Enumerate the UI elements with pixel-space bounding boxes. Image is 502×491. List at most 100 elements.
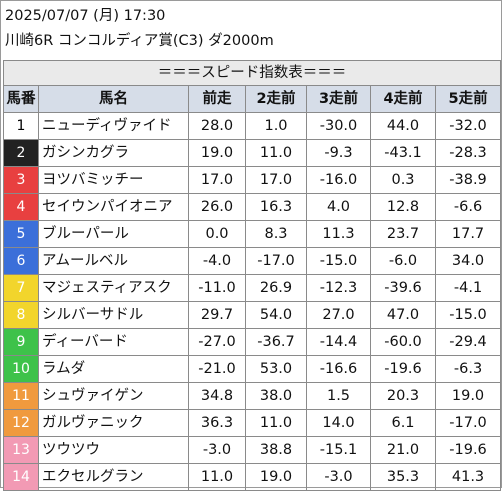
table-title: ＝＝＝スピード指数表＝＝＝ xyxy=(2,60,502,86)
speed-index-cell: 38.8 xyxy=(245,436,307,464)
speed-index-cell: 11.0 xyxy=(245,139,307,167)
table-row: 9 ディーバード -27.0 -36.7 -14.4 -60.0 -29.4 xyxy=(3,328,502,356)
horse-name-cell: アムールベル xyxy=(38,247,189,275)
col-header-3-races-ago: 3走前 xyxy=(306,85,371,113)
horse-name-cell: ツウツウ xyxy=(38,436,189,464)
horse-number-cell: 7 xyxy=(3,274,39,302)
speed-index-cell: 29.7 xyxy=(188,301,246,329)
speed-index-cell: 20.3 xyxy=(370,382,436,410)
horse-number-cell: 8 xyxy=(3,301,39,329)
table-row: 13 ツウツウ -3.0 38.8 -15.1 21.0 -19.6 xyxy=(3,436,502,464)
speed-index-cell: -36.7 xyxy=(245,328,307,356)
table-row: 11 シュヴァイゲン 34.8 38.0 1.5 20.3 19.0 xyxy=(3,382,502,410)
speed-index-cell: -32.0 xyxy=(434,112,502,140)
speed-index-cell: 27.0 xyxy=(306,301,371,329)
horse-name-cell: セイウンパイオニア xyxy=(38,193,189,221)
horse-number-cell: 11 xyxy=(3,382,39,410)
horse-name-cell: ガルヴァニック xyxy=(38,409,189,437)
speed-index-cell: 44.0 xyxy=(370,112,436,140)
col-header-4-races-ago: 4走前 xyxy=(370,85,436,113)
horse-name-cell: ニューディヴァイド xyxy=(38,112,189,140)
table-row: 2 ガシンカグラ 19.0 11.0 -9.3 -43.1 -28.3 xyxy=(3,139,502,167)
speed-index-cell: -38.9 xyxy=(434,166,502,194)
horse-number-cell: 6 xyxy=(3,247,39,275)
speed-index-cell: 38.0 xyxy=(245,382,307,410)
speed-index-cell: -6.3 xyxy=(434,355,502,383)
horse-number-cell: 1 xyxy=(3,112,39,140)
speed-index-cell: 14.0 xyxy=(306,409,371,437)
speed-index-cell: -6.6 xyxy=(434,193,502,221)
horse-number-cell: 3 xyxy=(3,166,39,194)
speed-index-cell: -6.0 xyxy=(370,247,436,275)
speed-index-cell: 26.9 xyxy=(245,274,307,302)
speed-index-cell: -4.1 xyxy=(434,274,502,302)
horse-name-cell: エクセルグラン xyxy=(38,463,189,491)
speed-index-cell: 0.0 xyxy=(188,220,246,248)
speed-index-cell: -15.0 xyxy=(434,301,502,329)
speed-index-cell: 17.0 xyxy=(245,166,307,194)
speed-index-table: ＝＝＝スピード指数表＝＝＝ 馬番 馬名 前走 2走前 3走前 4走前 5走前 1… xyxy=(2,60,502,491)
horse-number-cell: 10 xyxy=(3,355,39,383)
speed-index-cell: 11.0 xyxy=(245,409,307,437)
speed-index-cell: 53.0 xyxy=(245,355,307,383)
col-header-last-race: 前走 xyxy=(188,85,246,113)
speed-index-cell: 19.0 xyxy=(188,139,246,167)
speed-index-cell: -3.0 xyxy=(188,436,246,464)
speed-index-cell: 17.0 xyxy=(188,166,246,194)
col-header-5-races-ago: 5走前 xyxy=(434,85,502,113)
horse-name-cell: ヨツバミッチー xyxy=(38,166,189,194)
speed-index-cell: 34.0 xyxy=(434,247,502,275)
horse-number-cell: 4 xyxy=(3,193,39,221)
horse-name-cell: ディーバード xyxy=(38,328,189,356)
speed-index-cell: 35.3 xyxy=(370,463,436,491)
horse-name-cell: シルバーサドル xyxy=(38,301,189,329)
horse-name-cell: ブルーパール xyxy=(38,220,189,248)
speed-index-cell: 4.0 xyxy=(306,193,371,221)
horse-number-cell: 12 xyxy=(3,409,39,437)
speed-index-cell: -19.6 xyxy=(434,436,502,464)
horse-number-cell: 9 xyxy=(3,328,39,356)
speed-index-cell: 17.7 xyxy=(434,220,502,248)
speed-index-cell: -28.3 xyxy=(434,139,502,167)
speed-index-cell: -12.3 xyxy=(306,274,371,302)
speed-index-cell: -43.1 xyxy=(370,139,436,167)
horse-name-cell: マジェスティアスク xyxy=(38,274,189,302)
speed-index-cell: -29.4 xyxy=(434,328,502,356)
speed-index-cell: 16.3 xyxy=(245,193,307,221)
speed-index-cell: 11.0 xyxy=(188,463,246,491)
speed-index-cell: 0.3 xyxy=(370,166,436,194)
speed-index-cell: -30.0 xyxy=(306,112,371,140)
race-datetime: 2025/07/07 (月) 17:30 xyxy=(5,8,166,24)
horse-name-cell: ラムダ xyxy=(38,355,189,383)
table-row: 6 アムールベル -4.0 -17.0 -15.0 -6.0 34.0 xyxy=(3,247,502,275)
speed-index-cell: 34.8 xyxy=(188,382,246,410)
speed-index-cell: -9.3 xyxy=(306,139,371,167)
horse-name-cell: シュヴァイゲン xyxy=(38,382,189,410)
horse-number-cell: 5 xyxy=(3,220,39,248)
col-header-2-races-ago: 2走前 xyxy=(245,85,307,113)
table-row: 8 シルバーサドル 29.7 54.0 27.0 47.0 -15.0 xyxy=(3,301,502,329)
table-row: 7 マジェスティアスク -11.0 26.9 -12.3 -39.6 -4.1 xyxy=(3,274,502,302)
table-row: 1 ニューディヴァイド 28.0 1.0 -30.0 44.0 -32.0 xyxy=(3,112,502,140)
speed-index-cell: -3.0 xyxy=(306,463,371,491)
speed-index-cell: -15.0 xyxy=(306,247,371,275)
speed-index-cell: -17.0 xyxy=(245,247,307,275)
speed-index-cell: 47.0 xyxy=(370,301,436,329)
table-row: 10 ラムダ -21.0 53.0 -16.6 -19.6 -6.3 xyxy=(3,355,502,383)
horse-name-cell: ガシンカグラ xyxy=(38,139,189,167)
speed-index-cell: 21.0 xyxy=(370,436,436,464)
table-row: 5 ブルーパール 0.0 8.3 11.3 23.7 17.7 xyxy=(3,220,502,248)
table-row: 14 エクセルグラン 11.0 19.0 -3.0 35.3 41.3 xyxy=(3,463,502,491)
speed-index-cell: -14.4 xyxy=(306,328,371,356)
race-title: 川崎6R コンコルディア賞(C3) ダ2000m xyxy=(5,33,274,49)
column-header-row: 馬番 馬名 前走 2走前 3走前 4走前 5走前 xyxy=(3,85,502,113)
table-row: 12 ガルヴァニック 36.3 11.0 14.0 6.1 -17.0 xyxy=(3,409,502,437)
speed-index-cell: 41.3 xyxy=(434,463,502,491)
speed-index-cell: -21.0 xyxy=(188,355,246,383)
col-header-number: 馬番 xyxy=(3,85,39,113)
speed-index-cell: 23.7 xyxy=(370,220,436,248)
speed-index-cell: -19.6 xyxy=(370,355,436,383)
speed-index-cell: -16.6 xyxy=(306,355,371,383)
speed-index-cell: 26.0 xyxy=(188,193,246,221)
